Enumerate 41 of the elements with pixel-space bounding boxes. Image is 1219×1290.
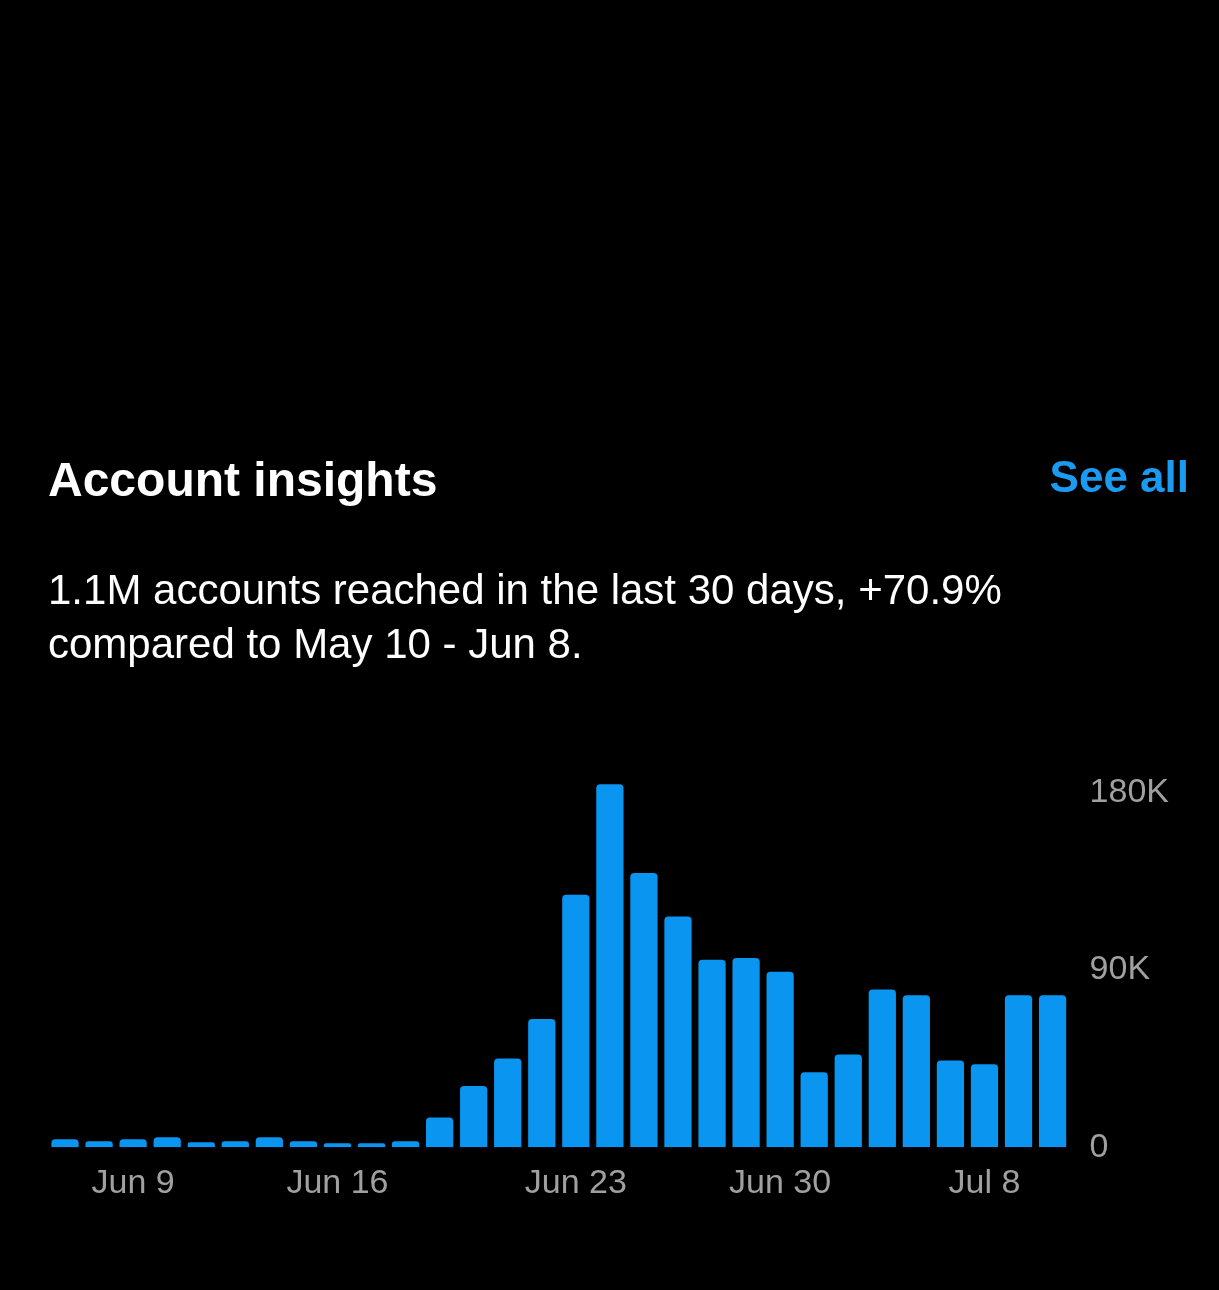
- bar: [834, 1054, 862, 1148]
- bar: [970, 1064, 999, 1148]
- bar: [391, 1141, 420, 1148]
- bar: [630, 873, 658, 1148]
- x-tick-label: Jun 30: [729, 1161, 832, 1200]
- bar: [1004, 995, 1033, 1148]
- bar: [187, 1142, 215, 1148]
- bar: [85, 1141, 113, 1148]
- x-tick-label: Jun 23: [524, 1161, 627, 1200]
- bar: [289, 1141, 318, 1148]
- bar: [119, 1139, 147, 1148]
- bar: [732, 957, 760, 1148]
- chart-title: Account insights: [48, 452, 438, 507]
- bar: [357, 1143, 386, 1148]
- y-tick-label: 90K: [1089, 948, 1151, 987]
- y-tick-label: 0: [1089, 1125, 1109, 1164]
- bar: [664, 916, 692, 1148]
- bar: [936, 1060, 965, 1148]
- bar: [596, 784, 624, 1148]
- x-tick-label: Jun 16: [286, 1161, 389, 1200]
- bar: [153, 1137, 181, 1148]
- bar: [562, 894, 590, 1148]
- bar: [221, 1141, 249, 1148]
- bar: [868, 989, 896, 1148]
- y-tick-label: 180K: [1089, 770, 1170, 809]
- bar: [1038, 995, 1067, 1148]
- text: See all: [1049, 452, 1189, 502]
- bar: [425, 1117, 454, 1148]
- bar: [902, 995, 930, 1148]
- x-tick-label: Jul 8: [948, 1161, 1021, 1200]
- bar: [494, 1058, 522, 1148]
- bar: [460, 1086, 488, 1148]
- bar: [255, 1137, 283, 1148]
- x-tick-label: Jun 9: [91, 1161, 175, 1200]
- bar: [766, 971, 794, 1148]
- bar: [800, 1072, 828, 1148]
- bar: [528, 1019, 556, 1148]
- chart-subtitle: 1.1M accounts reached in the last 30 days, +70.9% compared to May 10 - Jun 8.: [48, 565, 1003, 669]
- bar: [698, 959, 726, 1148]
- bar: [51, 1139, 79, 1148]
- bar: [323, 1143, 352, 1148]
